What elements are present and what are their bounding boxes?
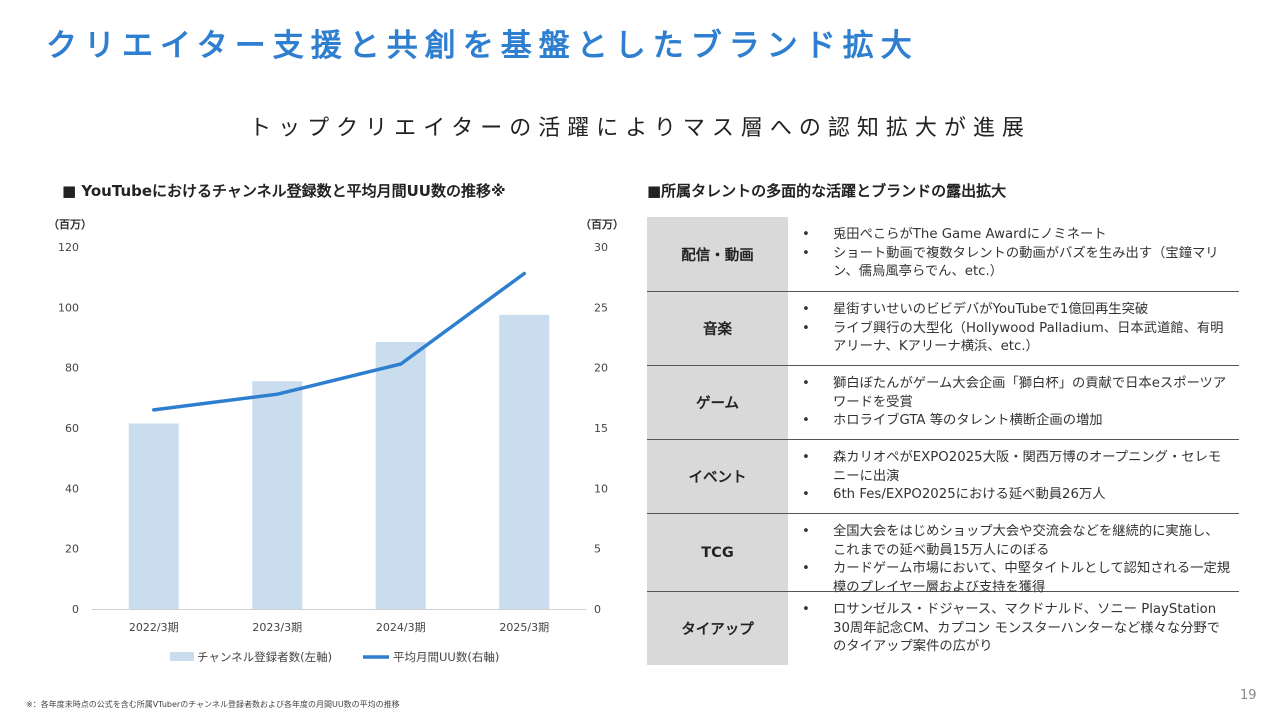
legend-label-unique-users: 平均月間UU数(右軸) <box>393 650 499 664</box>
right-axis-tick-label: 5 <box>594 543 601 556</box>
bullet-text: 兎田ぺこらがThe Game Awardにノミネート <box>833 227 1107 242</box>
bullet-text: 全国大会をはじめショップ大会や交流会などを継続的に実施し、これまでの延べ動員15… <box>833 524 1219 558</box>
bullet-item: • カードゲーム市場において、中堅タイトルとして認知される一定規模のプレイヤー層お… <box>802 560 1231 597</box>
right-axis-tick-label: 20 <box>594 362 608 375</box>
bullet-dot: • <box>802 245 810 261</box>
bar-subscribers <box>252 381 303 609</box>
table-row: TCG • 全国大会をはじめショップ大会や交流会などを継続的に実施し、これまでの延べ… <box>647 514 1239 595</box>
left-axis-tick-label: 120 <box>58 241 79 254</box>
bullet-item: • ホロライブGTA 等のタレント横断企画の増加 <box>802 412 1231 431</box>
chart-section-title: ■ YouTubeにおけるチャンネル登録数と平均月間UU数の推移※ <box>62 182 506 200</box>
right-axis-tick-label: 10 <box>594 482 608 495</box>
bar-subscribers <box>499 314 550 609</box>
bullet-text: ライブ興行の大型化（Hollywood Palladium、日本武道館、有明アリ… <box>833 320 1224 355</box>
right-axis-unit: （百万） <box>580 218 624 231</box>
table-content-cell: • 獅白ぼたんがゲーム大会企画「獅白杯」の貢献で日本eスポーツアワードを受賞 • ホロ… <box>788 366 1239 439</box>
x-axis-category-label: 2023/3期 <box>252 621 302 634</box>
left-axis-unit: （百万） <box>48 218 92 231</box>
table-category-cell: 音楽 <box>647 292 788 365</box>
left-axis-tick-label: 60 <box>65 422 79 435</box>
bullet-item: • 森カリオペがEXPO2025大阪・関西万博のオープニング・セレモニーに出演 <box>802 449 1231 486</box>
bullet-item: • 全国大会をはじめショップ大会や交流会などを継続的に実施し、これまでの延べ動員1… <box>802 523 1231 560</box>
legend-label-subscribers: チャンネル登録者数(左軸) <box>197 650 332 664</box>
table-content-cell: • ロサンゼルス・ドジャース、マクドナルド、ソニー PlayStation 30周… <box>788 592 1239 665</box>
combo-chart: （百万） （百万） 0 20 40 60 80 100 120 0 5 10 15 20 25 30 2022/… <box>48 218 624 664</box>
right-axis-tick-label: 15 <box>594 422 608 435</box>
left-axis-tick-label: 80 <box>65 362 79 375</box>
left-axis-tick-label: 100 <box>58 301 79 314</box>
left-axis-tick-label: 40 <box>65 482 79 495</box>
footnote: ※：各年度末時点の公式を含む所属VTuberのチャンネル登録者数および各年度の月… <box>26 700 400 709</box>
bullet-dot: • <box>802 302 810 317</box>
legend-swatch-subscribers <box>170 652 194 661</box>
bullet-item: • ロサンゼルス・ドジャース、マクドナルド、ソニー PlayStation 30周… <box>802 601 1231 657</box>
table-category-cell: 配信・動画 <box>647 217 788 291</box>
bullet-item: • 獅白ぼたんがゲーム大会企画「獅白杯」の貢献で日本eスポーツアワードを受賞 <box>802 375 1231 412</box>
bullet-text: ショート動画で複数タレントの動画がバズを生み出す（宝鐘マリン、儒烏風亭らでん、e… <box>833 245 1219 280</box>
bullet-item: • 星街すいせいのビビデバがYouTubeで1億回再生突破 <box>802 301 1231 320</box>
table-row: タイアップ • ロサンゼルス・ドジャース、マクドナルド、ソニー PlayStatio… <box>647 592 1239 665</box>
talent-activity-table: 配信・動画 • 兎田ぺこらがThe Game Awardにノミネート • ショート動画で… <box>647 217 1239 665</box>
right-axis-tick-label: 25 <box>594 301 608 314</box>
table-row: イベント • 森カリオペがEXPO2025大阪・関西万博のオープニング・セレモニーに… <box>647 440 1239 514</box>
table-content-cell: • 森カリオペがEXPO2025大阪・関西万博のオープニング・セレモニーに出演 • 6… <box>788 440 1239 513</box>
x-axis-category-label: 2025/3期 <box>499 621 549 634</box>
bar-subscribers <box>375 342 426 609</box>
table-row: 配信・動画 • 兎田ぺこらがThe Game Awardにノミネート • ショート動画で… <box>647 217 1239 292</box>
bullet-dot: • <box>802 487 810 502</box>
right-axis-tick-label: 30 <box>594 241 608 254</box>
bullet-text: ロサンゼルス・ドジャース、マクドナルド、ソニー PlayStation 30周年… <box>833 602 1221 654</box>
left-axis-tick-label: 0 <box>72 603 79 616</box>
bullet-item: • ライブ興行の大型化（Hollywood Palladium、日本武道館、有明ア… <box>802 320 1231 357</box>
x-axis-category-label: 2022/3期 <box>129 621 179 634</box>
bullet-dot: • <box>802 602 810 617</box>
table-category-cell: ゲーム <box>647 366 788 439</box>
table-section-title: ■所属タレントの多面的な活躍とブランドの露出拡大 <box>647 182 1007 200</box>
page-title: クリエイター支援と共創を基盤としたブランド拡大 <box>46 28 919 64</box>
bullet-dot: • <box>802 227 810 242</box>
bullet-item: • 6th Fes/EXPO2025における延べ動員26万人 <box>802 486 1231 505</box>
bullet-dot: • <box>802 561 810 576</box>
bullet-dot: • <box>802 413 810 428</box>
bullet-dot: • <box>802 376 810 391</box>
bullet-dot: • <box>802 524 810 539</box>
bullet-item: • 兎田ぺこらがThe Game Awardにノミネート <box>802 226 1231 245</box>
left-axis-tick-label: 20 <box>65 543 79 556</box>
bullet-dot: • <box>802 450 810 465</box>
right-axis-tick-label: 0 <box>594 603 601 616</box>
bullet-text: 6th Fes/EXPO2025における延べ動員26万人 <box>833 487 1106 502</box>
x-axis-category-label: 2024/3期 <box>376 621 426 634</box>
table-row: ゲーム • 獅白ぼたんがゲーム大会企画「獅白杯」の貢献で日本eスポーツアワードを受賞… <box>647 366 1239 440</box>
bullet-item: • ショート動画で複数タレントの動画がバズを生み出す（宝鐘マリン、儒烏風亭らでん、… <box>802 245 1231 282</box>
table-category-cell: タイアップ <box>647 592 788 665</box>
bullet-text: 獅白ぼたんがゲーム大会企画「獅白杯」の貢献で日本eスポーツアワードを受賞 <box>833 376 1227 410</box>
table-content-cell: • 星街すいせいのビビデバがYouTubeで1億回再生突破 • ライブ興行の大型化（H… <box>788 292 1239 365</box>
page-subtitle: トップクリエイターの活躍によりマス層への認知拡大が進展 <box>249 116 1031 141</box>
table-row: 音楽 • 星街すいせいのビビデバがYouTubeで1億回再生突破 • ライブ興行の大型化… <box>647 292 1239 366</box>
bullet-dot: • <box>802 320 810 336</box>
bullet-text: カードゲーム市場において、中堅タイトルとして認知される一定規模のプレイヤー層およ… <box>833 561 1231 595</box>
line-unique-users <box>152 271 527 412</box>
table-category-cell: TCG <box>647 514 788 591</box>
table-content-cell: • 全国大会をはじめショップ大会や交流会などを継続的に実施し、これまでの延べ動員1… <box>788 514 1239 595</box>
bar-subscribers <box>128 423 179 609</box>
table-content-cell: • 兎田ぺこらがThe Game Awardにノミネート • ショート動画で複数タレン… <box>788 217 1239 291</box>
page-number: 19 <box>1240 688 1257 703</box>
bullet-text: 森カリオペがEXPO2025大阪・関西万博のオープニング・セレモニーに出演 <box>833 450 1222 484</box>
bullet-text: 星街すいせいのビビデバがYouTubeで1億回再生突破 <box>833 302 1149 317</box>
bullet-text: ホロライブGTA 等のタレント横断企画の増加 <box>833 413 1103 428</box>
table-category-cell: イベント <box>647 440 788 513</box>
